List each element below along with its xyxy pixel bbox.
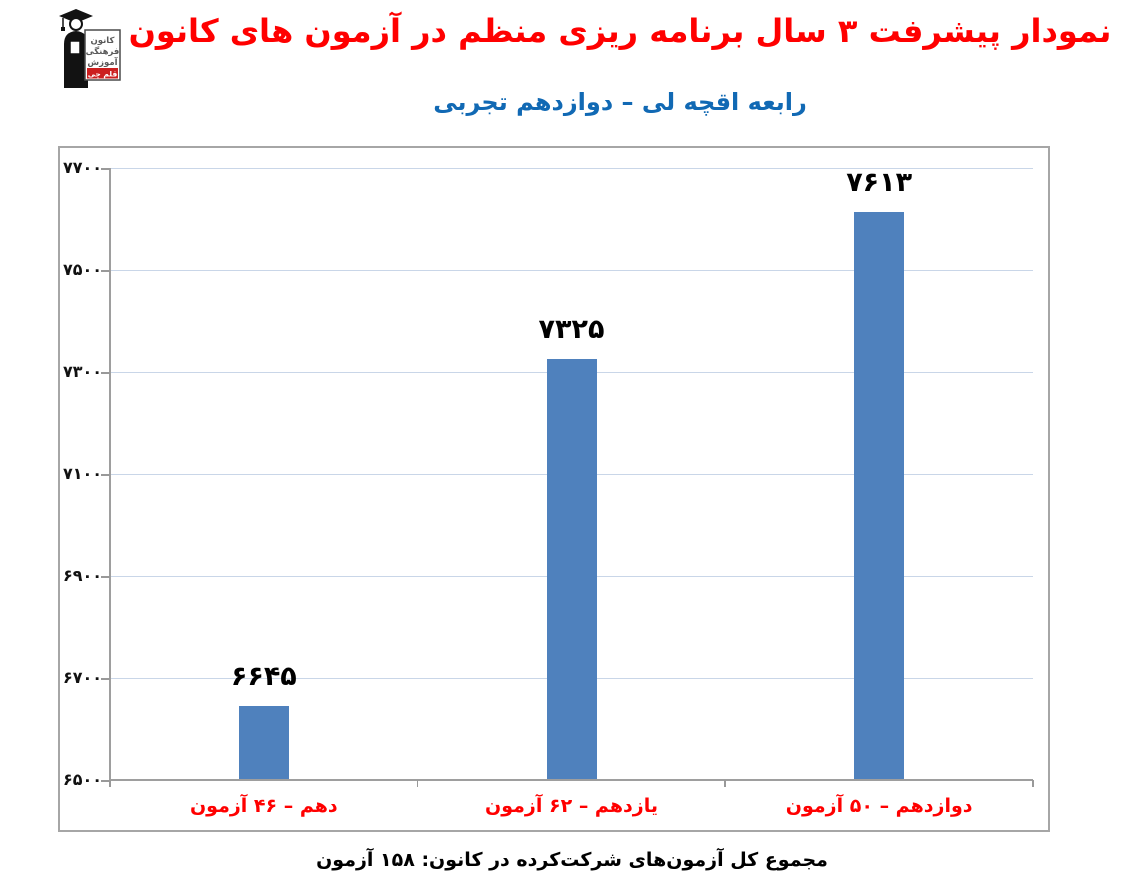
chart-subtitle: رابعه اقچه لی – دوازدهم تجربی xyxy=(433,88,807,116)
graduate-figure xyxy=(59,9,93,88)
total-exams-summary: مجموع کل آزمون‌های شرکت‌کرده در کانون: ۱… xyxy=(316,849,828,871)
bar-value-label: ۷۶۱۳ xyxy=(846,167,913,199)
y-axis-tick xyxy=(101,780,110,782)
chart-title: نمودار پیشرفت ۳ سال برنامه ریزی منظم در … xyxy=(128,12,1112,50)
bar xyxy=(854,212,905,780)
y-axis-tick xyxy=(101,168,110,170)
x-axis-line xyxy=(110,779,1033,781)
kanoon-ghalamchi-logo: کانون فرهنگی آموزش قلم چی xyxy=(59,9,121,88)
chart-plot-frame: ۶۵۰۰ ۶۷۰۰ ۶۹۰۰ ۷۱۰۰ ۷۳۰۰ ۷۵۰۰ ۷۷۰۰ ۶۶۴۵ دهم – ۴۶… xyxy=(58,146,1050,832)
y-tick-label: ۷۵۰۰ xyxy=(62,260,102,279)
y-tick-label: ۶۷۰۰ xyxy=(62,668,102,687)
x-axis-tick xyxy=(724,780,726,787)
y-axis-tick xyxy=(101,678,110,680)
y-tick-label: ۶۵۰۰ xyxy=(62,770,102,789)
category-label: یازدهم – ۶۲ آزمون xyxy=(485,795,658,817)
y-axis-tick xyxy=(101,576,110,578)
y-axis-tick xyxy=(101,270,110,272)
x-axis-tick xyxy=(109,780,111,787)
logo-sign-line: آموزش xyxy=(87,56,118,68)
gridline xyxy=(110,168,1033,169)
logo-sign-line: کانون xyxy=(91,36,115,46)
y-axis-tick xyxy=(101,372,110,374)
logo-sign-line: فرهنگی xyxy=(86,46,120,57)
y-tick-label: ۶۹۰۰ xyxy=(62,566,102,585)
bar xyxy=(238,706,289,780)
x-axis-tick xyxy=(1032,780,1034,787)
logo-badge-label: قلم چی xyxy=(88,70,118,79)
y-tick-label: ۷۱۰۰ xyxy=(62,464,102,483)
bar xyxy=(546,359,597,780)
y-tick-label: ۷۳۰۰ xyxy=(62,362,102,381)
logo-badge xyxy=(87,68,118,79)
category-label: دهم – ۴۶ آزمون xyxy=(189,795,338,817)
y-axis-line xyxy=(109,168,111,780)
x-axis-tick xyxy=(416,780,419,787)
gridline xyxy=(110,270,1033,271)
mortarboard-icon xyxy=(59,9,93,23)
bar-value-label: ۷۳۲۵ xyxy=(538,314,605,346)
logo-sign-board: کانون فرهنگی آموزش قلم چی xyxy=(84,29,121,81)
book-icon xyxy=(69,40,81,55)
y-axis-tick xyxy=(101,474,110,476)
category-label: دوازدهم – ۵۰ آزمون xyxy=(785,795,973,817)
y-tick-label: ۷۷۰۰ xyxy=(62,158,102,177)
bar-value-label: ۶۶۴۵ xyxy=(230,661,297,693)
graduate-head xyxy=(69,17,83,31)
